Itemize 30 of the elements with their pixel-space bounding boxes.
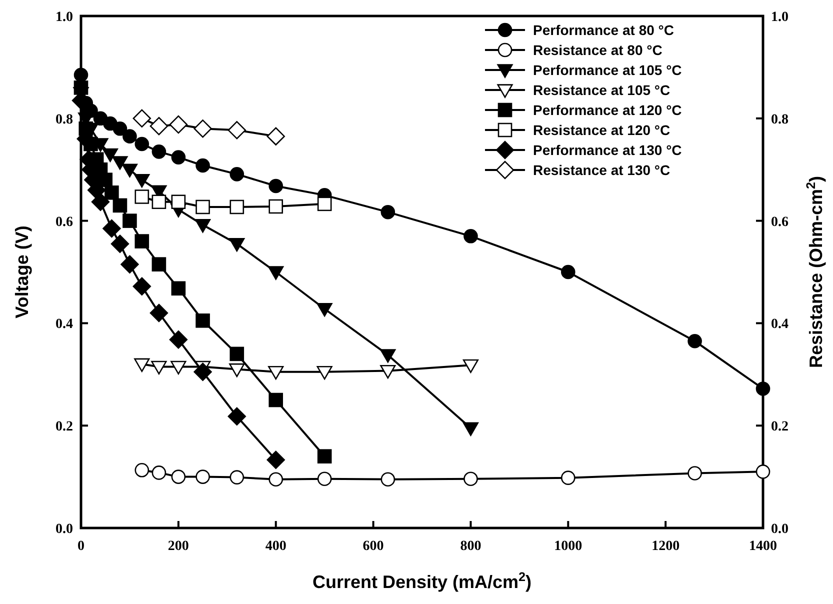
- y2-tick-label: 1.0: [771, 10, 788, 25]
- legend-label: Resistance at 120 °C: [533, 122, 670, 138]
- x-tick-label: 1400: [749, 539, 777, 554]
- x-tick-label: 400: [265, 539, 286, 554]
- x-tick-label: 600: [362, 539, 384, 554]
- legend-label: Resistance at 80 °C: [533, 42, 662, 58]
- x-tick-label: 200: [168, 539, 189, 554]
- x-tick-label: 0: [78, 539, 84, 554]
- y-tick-label: 0.0: [56, 522, 73, 537]
- y-tick-label: 0.4: [56, 317, 73, 332]
- y2-tick-label: 0.2: [771, 420, 788, 435]
- legend-label: Performance at 120 °C: [533, 102, 682, 118]
- y2-tick-label: 0.4: [771, 317, 788, 332]
- x-axis-title: Current Density (mA/cm$^{2}$): [312, 570, 532, 592]
- legend-label: Resistance at 105 °C: [533, 82, 670, 98]
- x-tick-label: 1200: [652, 539, 680, 554]
- y2-tick-label: 0.0: [771, 522, 788, 537]
- legend-label: Performance at 130 °C: [533, 142, 682, 158]
- y-tick-label: 0.6: [56, 214, 73, 230]
- x-tick-label: 800: [460, 539, 482, 554]
- y2-tick-label: 0.8: [771, 112, 788, 128]
- y2-tick-label: 0.6: [771, 214, 788, 230]
- legend-label: Performance at 105 °C: [533, 62, 682, 78]
- legend-label: Performance at 80 °C: [533, 22, 674, 38]
- y-axis-title: Voltage (V): [12, 226, 32, 318]
- y-tick-label: 0.8: [56, 112, 73, 128]
- y-tick-label: 0.2: [56, 420, 73, 435]
- x-tick-label: 1000: [554, 539, 582, 554]
- legend-label: Resistance at 130 °C: [533, 162, 670, 178]
- y-tick-label: 1.0: [56, 10, 73, 25]
